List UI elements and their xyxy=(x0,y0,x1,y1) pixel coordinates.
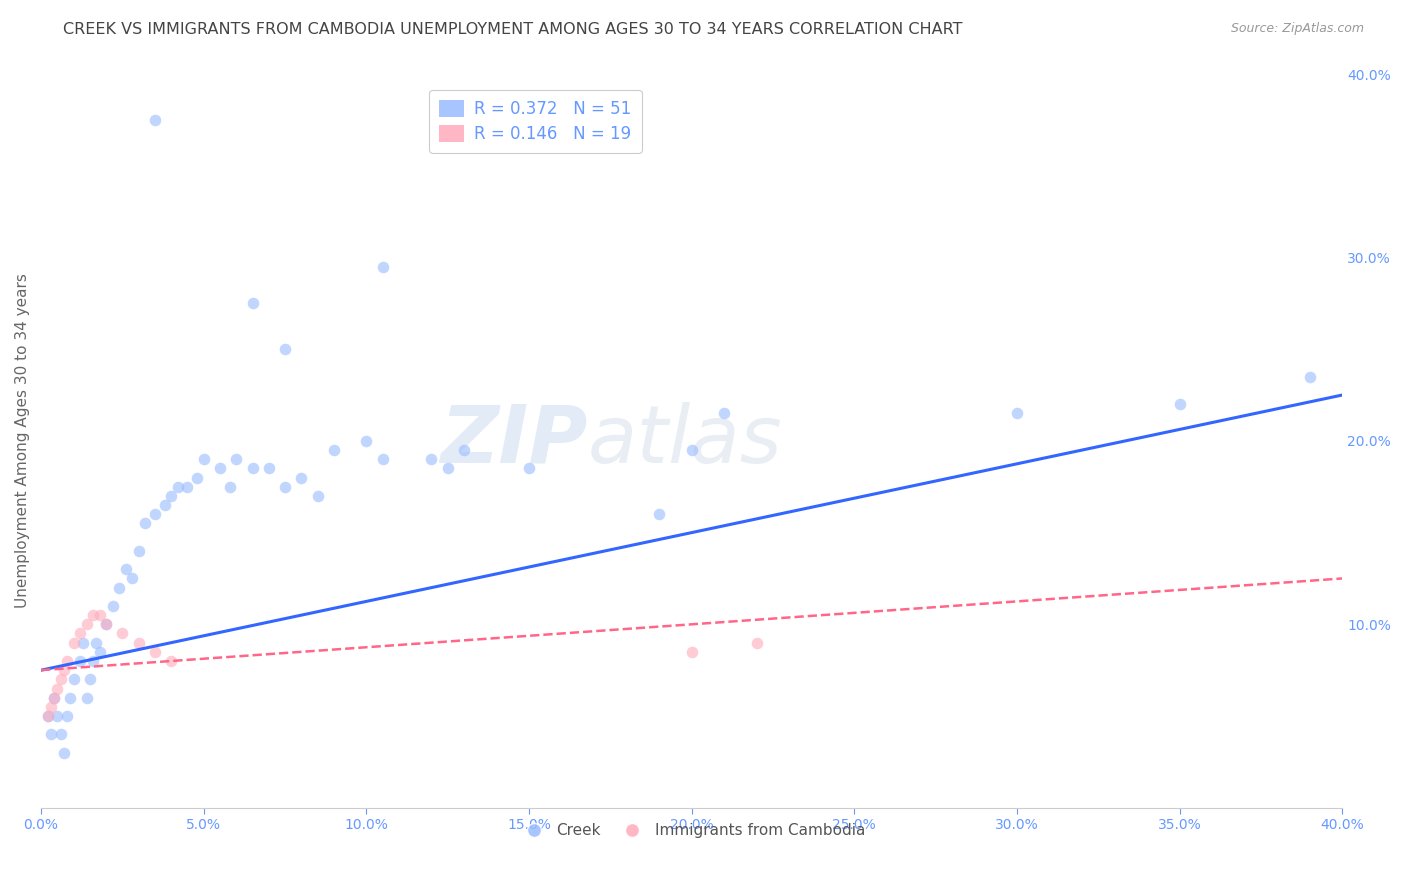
Point xyxy=(218,480,240,494)
Point xyxy=(121,571,143,585)
Point xyxy=(681,645,703,659)
Point xyxy=(745,635,768,649)
Text: CREEK VS IMMIGRANTS FROM CAMBODIA UNEMPLOYMENT AMONG AGES 30 TO 34 YEARS CORRELA: CREEK VS IMMIGRANTS FROM CAMBODIA UNEMPL… xyxy=(63,22,963,37)
Point xyxy=(322,443,344,458)
Point xyxy=(79,673,101,687)
Y-axis label: Unemployment Among Ages 30 to 34 years: Unemployment Among Ages 30 to 34 years xyxy=(15,274,30,608)
Point xyxy=(274,480,297,494)
Point xyxy=(208,461,231,475)
Point xyxy=(290,470,312,484)
Point xyxy=(356,434,378,448)
Point xyxy=(371,260,394,274)
Point xyxy=(69,654,91,668)
Point xyxy=(89,645,111,659)
Point xyxy=(453,443,475,458)
Point xyxy=(108,581,131,595)
Legend: Creek, Immigrants from Cambodia: Creek, Immigrants from Cambodia xyxy=(512,817,872,844)
Point xyxy=(42,690,65,705)
Point xyxy=(42,690,65,705)
Text: Source: ZipAtlas.com: Source: ZipAtlas.com xyxy=(1230,22,1364,36)
Text: ZIP: ZIP xyxy=(440,402,588,480)
Point xyxy=(274,342,297,356)
Point xyxy=(242,296,264,310)
Point xyxy=(37,709,59,723)
Point xyxy=(49,727,72,741)
Point xyxy=(143,645,166,659)
Point xyxy=(371,452,394,467)
Point xyxy=(186,470,208,484)
Point xyxy=(82,654,104,668)
Point xyxy=(72,635,94,649)
Point xyxy=(111,626,134,640)
Point xyxy=(52,663,75,677)
Point xyxy=(101,599,124,613)
Point xyxy=(166,480,188,494)
Point xyxy=(681,443,703,458)
Point xyxy=(128,544,150,558)
Point xyxy=(86,635,108,649)
Point xyxy=(1005,406,1028,420)
Point xyxy=(76,617,98,632)
Point xyxy=(307,489,329,503)
Point xyxy=(176,480,198,494)
Point xyxy=(517,461,540,475)
Point xyxy=(89,608,111,623)
Point xyxy=(69,626,91,640)
Point xyxy=(143,112,166,127)
Point xyxy=(225,452,247,467)
Point xyxy=(39,727,62,741)
Point xyxy=(1168,397,1191,411)
Point xyxy=(56,654,79,668)
Point xyxy=(436,461,458,475)
Point xyxy=(160,654,183,668)
Point xyxy=(143,508,166,522)
Point xyxy=(153,498,176,512)
Point xyxy=(193,452,215,467)
Point xyxy=(96,617,118,632)
Point xyxy=(128,635,150,649)
Point xyxy=(37,709,59,723)
Point xyxy=(49,673,72,687)
Point xyxy=(82,608,104,623)
Point xyxy=(648,508,671,522)
Point xyxy=(39,699,62,714)
Point xyxy=(114,562,136,576)
Point xyxy=(96,617,118,632)
Point xyxy=(134,516,156,531)
Point xyxy=(160,489,183,503)
Point xyxy=(52,746,75,760)
Point xyxy=(713,406,735,420)
Point xyxy=(76,690,98,705)
Point xyxy=(257,461,280,475)
Point xyxy=(242,461,264,475)
Point xyxy=(56,709,79,723)
Text: atlas: atlas xyxy=(588,402,782,480)
Point xyxy=(62,635,84,649)
Point xyxy=(1299,369,1322,384)
Point xyxy=(420,452,443,467)
Point xyxy=(46,709,69,723)
Point xyxy=(59,690,82,705)
Point xyxy=(46,681,69,696)
Point xyxy=(62,673,84,687)
